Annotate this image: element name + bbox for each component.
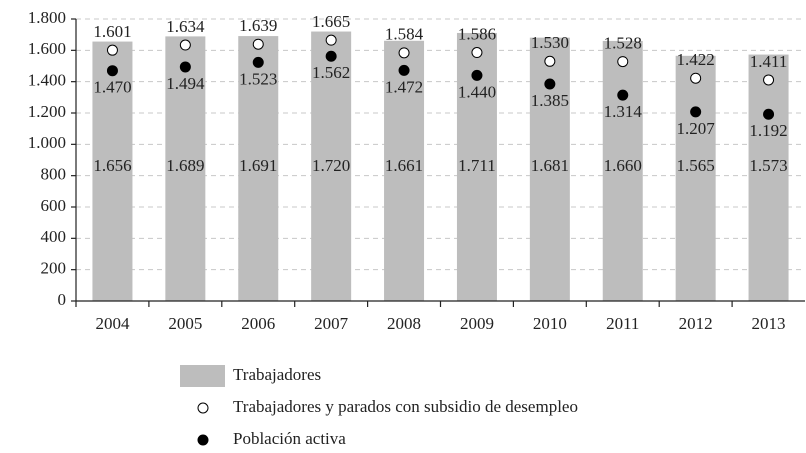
- x-tick-label: 2010: [533, 314, 567, 333]
- bar: [675, 55, 716, 301]
- point: [471, 47, 483, 59]
- point-value-label: 1.314: [604, 102, 643, 121]
- bar-value-label: 1.573: [749, 156, 787, 175]
- bar-value-label: 1.661: [385, 156, 423, 175]
- x-tick-label: 2005: [168, 314, 202, 333]
- point-value-label: 1.494: [166, 74, 205, 93]
- point-value-label: 1.440: [458, 82, 496, 101]
- x-tick-label: 2006: [241, 314, 275, 333]
- bar-value-label: 1.565: [677, 156, 715, 175]
- point-value-label: 1.192: [749, 121, 787, 140]
- bar-value-label: 1.720: [312, 156, 350, 175]
- bar: [384, 40, 425, 301]
- point-value-label: 1.639: [239, 16, 277, 35]
- point-value-label: 1.528: [604, 34, 642, 53]
- point: [179, 39, 191, 51]
- point: [690, 72, 702, 84]
- point: [106, 65, 118, 77]
- bar-value-label: 1.681: [531, 156, 569, 175]
- x-tick-label: 2009: [460, 314, 494, 333]
- legend-marker: [197, 434, 209, 446]
- y-tick-label: 1.400: [28, 71, 66, 90]
- y-tick-label: 1.600: [28, 39, 66, 58]
- x-tick-label: 2012: [679, 314, 713, 333]
- y-tick-label: 1.000: [28, 133, 66, 152]
- point: [106, 44, 118, 56]
- point-value-label: 1.601: [93, 22, 131, 41]
- x-tick-label: 2007: [314, 314, 349, 333]
- bar-value-label: 1.660: [604, 156, 642, 175]
- point: [398, 64, 410, 76]
- bar-value-label: 1.691: [239, 156, 277, 175]
- point-value-label: 1.562: [312, 63, 350, 82]
- y-tick-label: 1.200: [28, 102, 66, 121]
- x-tick-label: 2008: [387, 314, 421, 333]
- point: [325, 50, 337, 62]
- point: [179, 61, 191, 73]
- point-value-label: 1.385: [531, 91, 569, 110]
- bar: [165, 36, 206, 301]
- point-value-label: 1.470: [93, 78, 131, 97]
- bar: [238, 36, 279, 302]
- point-value-label: 1.422: [677, 50, 715, 69]
- point-value-label: 1.530: [531, 33, 569, 52]
- x-tick-label: 2013: [752, 314, 786, 333]
- point: [617, 89, 629, 101]
- bar: [92, 41, 133, 302]
- bar: [602, 40, 643, 301]
- y-tick-label: 600: [41, 196, 67, 215]
- point: [544, 78, 556, 90]
- point: [763, 74, 775, 86]
- y-tick-label: 200: [41, 259, 67, 278]
- y-tick-label: 400: [41, 227, 67, 246]
- bar-value-label: 1.656: [93, 156, 131, 175]
- legend-label: Trabajadores y parados con subsidio de d…: [233, 397, 578, 416]
- point-value-label: 1.634: [166, 17, 205, 36]
- bar: [748, 54, 789, 302]
- legend-swatch: [180, 365, 225, 387]
- point-value-label: 1.411: [750, 52, 788, 71]
- point: [763, 108, 775, 120]
- y-tick-label: 1.800: [28, 8, 66, 27]
- point-value-label: 1.207: [677, 119, 716, 138]
- point: [544, 55, 556, 67]
- point: [617, 56, 629, 68]
- legend-label: Trabajadores: [233, 365, 321, 384]
- point-value-label: 1.584: [385, 25, 424, 44]
- point: [690, 106, 702, 118]
- point: [398, 47, 410, 59]
- point: [325, 34, 337, 46]
- point-value-label: 1.586: [458, 24, 496, 43]
- y-tick-label: 0: [58, 290, 67, 309]
- bar-value-label: 1.711: [458, 156, 496, 175]
- x-tick-label: 2011: [606, 314, 639, 333]
- legend-label: Población activa: [233, 429, 346, 448]
- legend-marker: [197, 402, 209, 414]
- point-value-label: 1.665: [312, 12, 350, 31]
- x-tick-label: 2004: [95, 314, 130, 333]
- point: [252, 56, 264, 68]
- point: [252, 38, 264, 50]
- point: [471, 69, 483, 81]
- point-value-label: 1.523: [239, 69, 277, 88]
- bar-value-label: 1.689: [166, 156, 204, 175]
- bar: [311, 31, 352, 302]
- y-tick-label: 800: [41, 165, 67, 184]
- point-value-label: 1.472: [385, 77, 423, 96]
